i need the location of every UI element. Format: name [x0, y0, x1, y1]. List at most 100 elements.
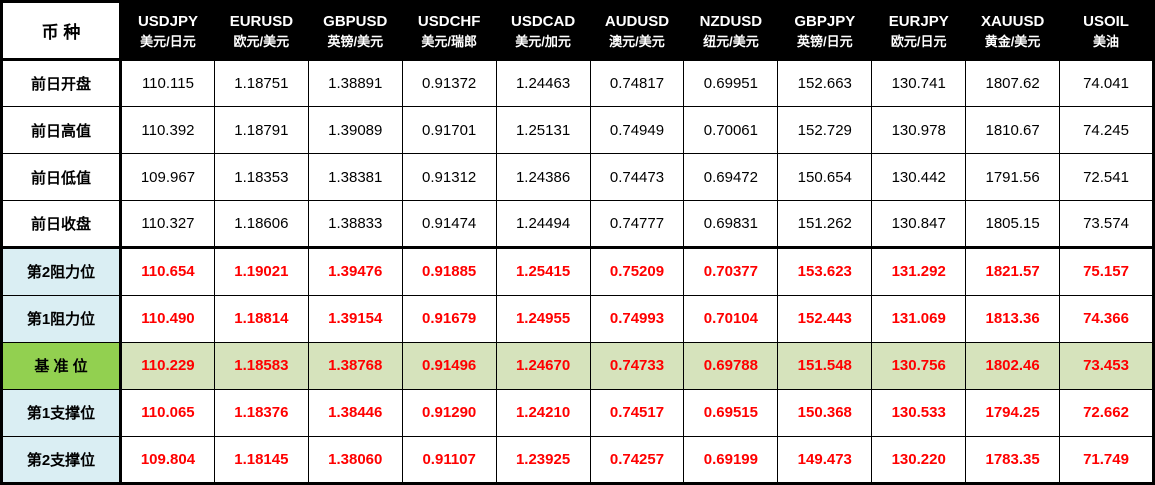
col-name-cn: 澳元/美元: [609, 33, 665, 49]
cell: 71.749: [1059, 435, 1154, 485]
corner-label: 币 种: [41, 23, 81, 42]
cell: 1.19021: [213, 246, 309, 296]
cell: 110.327: [120, 200, 215, 249]
cell: 1.38768: [307, 341, 403, 390]
col-symbol: XAUUSD: [980, 12, 1045, 30]
col-symbol: USOIL: [1083, 12, 1129, 30]
col-header-usdjpy: USDJPY 美元/日元: [120, 1, 215, 61]
cell: 1.18376: [213, 388, 309, 437]
col-symbol: USDCAD: [510, 12, 576, 30]
cell: 75.157: [1059, 246, 1154, 296]
col-header-eurjpy: EURJPY 欧元/日元: [871, 1, 967, 61]
cell: 0.91496: [401, 341, 497, 390]
cell: 109.804: [120, 435, 215, 485]
row-label: 前日开盘: [1, 58, 122, 108]
col-header-usoil: USOIL 美油: [1059, 1, 1154, 61]
cell: 0.91885: [401, 246, 497, 296]
cell: 1.38446: [307, 388, 403, 437]
col-name-cn: 美元/瑞郎: [421, 33, 477, 49]
col-name-cn: 欧元/美元: [233, 33, 290, 49]
table-row: 第1支撑位 110.065 1.18376 1.38446 0.91290 1.24210…: [1, 388, 1154, 437]
cell: 1.18583: [213, 341, 309, 390]
cell: 0.91679: [401, 294, 497, 343]
cell: 72.662: [1059, 388, 1154, 437]
corner-cell: 币 种: [1, 1, 122, 61]
cell: 150.368: [777, 388, 873, 437]
cell: 0.70104: [683, 294, 779, 343]
cell: 1794.25: [965, 388, 1061, 437]
cell: 1.39476: [307, 246, 403, 296]
col-header-usdchf: USDCHF 美元/瑞郎: [401, 1, 497, 61]
col-header-gbpjpy: GBPJPY 英镑/日元: [777, 1, 873, 61]
cell: 0.69199: [683, 435, 779, 485]
cell: 1.24463: [495, 58, 591, 108]
cell: 1.24494: [495, 200, 591, 249]
cell: 149.473: [777, 435, 873, 485]
cell: 1.38060: [307, 435, 403, 485]
col-name-cn: 欧元/日元: [890, 33, 947, 49]
cell: 0.74473: [589, 153, 685, 202]
cell: 0.69472: [683, 153, 779, 202]
col-name-cn: 英镑/日元: [796, 33, 853, 49]
cell: 1.18353: [213, 153, 309, 202]
cell: 131.292: [871, 246, 967, 296]
table-row: 前日收盘 110.327 1.18606 1.38833 0.91474 1.24494 0…: [1, 200, 1154, 249]
cell: 0.75209: [589, 246, 685, 296]
cell: 130.442: [871, 153, 967, 202]
col-symbol: AUDUSD: [604, 12, 670, 30]
col-header-eurusd: EURUSD 欧元/美元: [213, 1, 309, 61]
cell: 1.18814: [213, 294, 309, 343]
cell: 1.25131: [495, 106, 591, 155]
cell: 130.978: [871, 106, 967, 155]
cell: 74.245: [1059, 106, 1154, 155]
cell: 150.654: [777, 153, 873, 202]
cell: 153.623: [777, 246, 873, 296]
col-symbol: EURUSD: [229, 12, 294, 30]
row-label: 第2阻力位: [1, 246, 122, 296]
cell: 0.74993: [589, 294, 685, 343]
cell: 130.220: [871, 435, 967, 485]
table-body: 前日开盘 110.115 1.18751 1.38891 0.91372 1.24463 0…: [1, 58, 1154, 485]
row-label: 基 准 位: [1, 341, 122, 390]
table-row: 第2阻力位 110.654 1.19021 1.39476 0.91885 1.25415…: [1, 246, 1154, 296]
header-row: 币 种 USDJPY 美元/日元 EURUSD 欧元/美元 GBPUSD 英镑/美元 USD…: [1, 1, 1154, 61]
cell: 0.74777: [589, 200, 685, 249]
cell: 109.967: [120, 153, 215, 202]
cell: 151.262: [777, 200, 873, 249]
cell: 110.654: [120, 246, 215, 296]
col-symbol: USDCHF: [417, 12, 481, 30]
row-label: 前日高值: [1, 106, 122, 155]
col-name-cn: 美油: [1093, 33, 1120, 49]
cell: 130.847: [871, 200, 967, 249]
col-header-xauusd: XAUUSD 黄金/美元: [965, 1, 1061, 61]
cell: 152.663: [777, 58, 873, 108]
cell: 73.574: [1059, 200, 1154, 249]
col-header-gbpusd: GBPUSD 英镑/美元: [307, 1, 403, 61]
cell: 110.229: [120, 341, 215, 390]
cell: 1.18606: [213, 200, 309, 249]
cell: 0.74733: [589, 341, 685, 390]
cell: 72.541: [1059, 153, 1154, 202]
cell: 1810.67: [965, 106, 1061, 155]
cell: 1805.15: [965, 200, 1061, 249]
cell: 1.24670: [495, 341, 591, 390]
col-name-cn: 英镑/美元: [327, 33, 384, 49]
col-name-cn: 美元/日元: [140, 33, 196, 49]
col-name-cn: 黄金/美元: [984, 33, 1041, 49]
table-row: 基 准 位 110.229 1.18583 1.38768 0.91496 1.24670…: [1, 341, 1154, 390]
cell: 1.39089: [307, 106, 403, 155]
cell: 1.18751: [213, 58, 309, 108]
cell: 1.38381: [307, 153, 403, 202]
cell: 0.69831: [683, 200, 779, 249]
cell: 1.38833: [307, 200, 403, 249]
row-label: 前日收盘: [1, 200, 122, 249]
cell: 0.69515: [683, 388, 779, 437]
table-row: 前日低值 109.967 1.18353 1.38381 0.91312 1.24386 0…: [1, 153, 1154, 202]
cell: 0.91372: [401, 58, 497, 108]
table-row: 前日高值 110.392 1.18791 1.39089 0.91701 1.25131 0…: [1, 106, 1154, 155]
cell: 74.041: [1059, 58, 1154, 108]
row-label: 第1阻力位: [1, 294, 122, 343]
table-row: 第1阻力位 110.490 1.18814 1.39154 0.91679 1.24955…: [1, 294, 1154, 343]
cell: 130.533: [871, 388, 967, 437]
